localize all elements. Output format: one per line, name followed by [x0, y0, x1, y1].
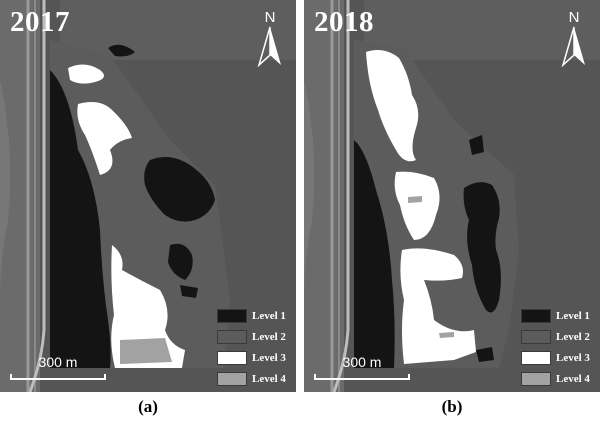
legend-swatch	[217, 372, 247, 386]
legend-item: Level 3	[217, 348, 292, 368]
year-label: 2018	[314, 6, 374, 38]
legend-label: Level 4	[252, 373, 286, 385]
legend-item: Level 4	[217, 369, 292, 389]
legend-item: Level 2	[521, 327, 596, 347]
legend: Level 1 Level 2 Level 3 Level 4	[217, 306, 292, 390]
scale-bar-line	[10, 374, 106, 380]
legend-swatch	[521, 351, 551, 365]
legend-label: Level 1	[556, 310, 590, 322]
map-image-2017	[0, 0, 296, 392]
legend-label: Level 2	[556, 331, 590, 343]
north-arrow-icon	[561, 26, 585, 68]
north-label: N	[264, 9, 276, 26]
legend-item: Level 1	[521, 306, 596, 326]
legend-item: Level 2	[217, 327, 292, 347]
legend-swatch	[521, 309, 551, 323]
legend-swatch	[217, 330, 247, 344]
legend-swatch	[521, 372, 551, 386]
panel-caption-b: (b)	[441, 397, 463, 416]
legend-label: Level 3	[252, 352, 286, 364]
legend-item: Level 4	[521, 369, 596, 389]
north-arrow: N	[257, 10, 283, 72]
legend-item: Level 3	[521, 348, 596, 368]
panel-caption-a: (a)	[138, 397, 158, 416]
scale-bar-label: 300 m	[38, 354, 78, 370]
legend: Level 1 Level 2 Level 3 Level 4	[521, 306, 596, 390]
year-label: 2017	[10, 6, 70, 38]
map-panel-2018: 2018 N Level 1 Level 2 Level 3	[304, 0, 600, 392]
legend-label: Level 3	[556, 352, 590, 364]
legend-swatch	[217, 309, 247, 323]
scale-bar: 300 m	[10, 354, 106, 380]
north-label: N	[568, 9, 580, 26]
legend-label: Level 4	[556, 373, 590, 385]
legend-item: Level 1	[217, 306, 292, 326]
legend-label: Level 2	[252, 331, 286, 343]
map-panel-2017: 2017 N Level 1 Level 2 Level 3	[0, 0, 296, 392]
map-image-2018	[304, 0, 600, 392]
north-arrow-icon	[257, 26, 281, 68]
legend-swatch	[217, 351, 247, 365]
legend-label: Level 1	[252, 310, 286, 322]
legend-swatch	[521, 330, 551, 344]
scale-bar-line	[314, 374, 410, 380]
scale-bar: 300 m	[314, 354, 410, 380]
scale-bar-label: 300 m	[342, 354, 382, 370]
north-arrow: N	[561, 10, 587, 72]
